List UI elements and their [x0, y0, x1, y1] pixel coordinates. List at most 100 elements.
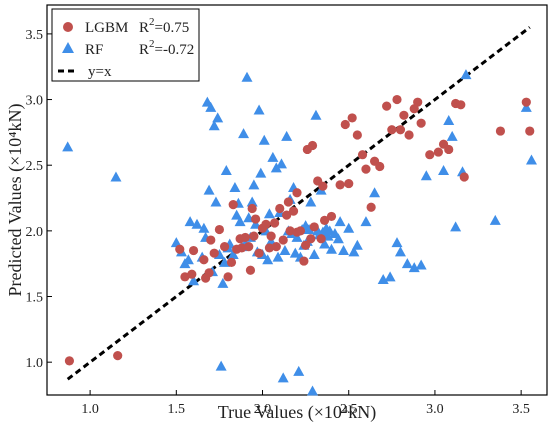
lgbm-point — [226, 257, 237, 267]
lgbm-point — [425, 150, 435, 160]
legend-lgbm-r2-sup: 2 — [149, 16, 155, 28]
rf-point — [303, 224, 315, 235]
lgbm-point — [219, 242, 230, 252]
rf-point — [267, 151, 279, 162]
lgbm-point — [347, 113, 357, 123]
rf-point — [238, 128, 250, 139]
lgbm-point — [244, 242, 254, 252]
rf-point — [308, 248, 320, 259]
x-axis-ticks: 1.0 1.5 2.0 2.5 3.0 3.5 — [81, 390, 530, 417]
rf-point — [293, 365, 305, 376]
lgbm-point — [187, 269, 197, 279]
rf-point — [338, 245, 350, 256]
legend-lgbm-r2-r: R — [139, 20, 149, 36]
rf-point — [420, 170, 432, 181]
rf-point — [443, 115, 455, 126]
lgbm-point — [399, 110, 409, 120]
rf-point — [415, 259, 427, 270]
lgbm-point — [240, 232, 250, 243]
lgbm-point — [188, 245, 199, 256]
lgbm-point — [525, 126, 535, 136]
lgbm-point — [214, 224, 225, 235]
legend-lgbm-marker — [63, 22, 73, 32]
lgbm-point — [64, 356, 75, 366]
rf-point — [401, 258, 413, 269]
lgbm-point — [495, 126, 506, 136]
reference-line-y-equals-x — [66, 26, 531, 381]
rf-point — [234, 216, 246, 227]
lgbm-point — [433, 147, 443, 157]
lgbm-point — [206, 235, 216, 245]
rf-point — [229, 182, 241, 193]
legend-rf-r2: R2=-0.72 — [139, 38, 194, 58]
lgbm-point — [316, 234, 326, 244]
lgbm-point — [318, 181, 328, 191]
rf-point — [262, 254, 274, 265]
lgbm-point — [456, 100, 466, 110]
legend-rf-r2-r: R — [139, 42, 149, 58]
rf-point — [325, 243, 337, 254]
lgbm-point — [223, 272, 233, 282]
y-tick-label: 1.5 — [26, 291, 44, 306]
x-tick-label: 1.5 — [168, 402, 186, 417]
legend-box — [51, 8, 200, 82]
rf-point — [215, 360, 227, 371]
rf-point — [203, 184, 215, 195]
lgbm-point — [282, 210, 292, 220]
lgbm-point — [344, 178, 354, 189]
lgbm-point — [249, 231, 259, 241]
lgbm-points-layer — [64, 94, 535, 366]
rf-point — [279, 245, 291, 256]
rf-point — [343, 222, 355, 233]
x-tick-label: 1.0 — [81, 402, 99, 417]
lgbm-point — [251, 214, 261, 224]
rf-point — [210, 196, 222, 207]
lgbm-point — [292, 188, 302, 198]
rf-point — [277, 372, 289, 383]
lgbm-point — [278, 235, 288, 245]
lgbm-point — [254, 248, 264, 258]
rf-point — [227, 248, 239, 259]
lgbm-point — [392, 94, 402, 105]
y-axis-ticks: 1.0 1.5 2.0 2.5 3.0 3.5 — [26, 28, 52, 371]
rf-point — [351, 239, 363, 250]
lgbm-point — [340, 119, 350, 130]
lgbm-point — [199, 255, 209, 265]
rf-point — [246, 196, 258, 207]
rf-point — [446, 130, 458, 141]
lgbm-point — [335, 180, 345, 190]
y-tick-label: 3.5 — [26, 28, 44, 43]
rf-point — [248, 179, 260, 190]
x-tick-label: 2.5 — [340, 402, 358, 417]
rf-point — [460, 69, 472, 80]
lgbm-point — [283, 197, 293, 207]
rf-point — [191, 218, 203, 229]
rf-point — [307, 385, 319, 396]
lgbm-point — [319, 215, 330, 225]
rf-point — [205, 101, 217, 112]
rf-point — [384, 271, 396, 282]
rf-point — [275, 158, 287, 169]
lgbm-point — [175, 244, 185, 254]
lgbm-point — [245, 265, 256, 275]
rf-point — [110, 171, 122, 182]
rf-point — [310, 109, 322, 120]
lgbm-point — [309, 222, 319, 232]
rf-point — [182, 254, 194, 265]
x-tick-label: 2.0 — [254, 402, 272, 417]
legend-rf-r2-sup: 2 — [149, 38, 155, 50]
rf-point — [332, 233, 344, 244]
y-tick-label: 2.0 — [26, 225, 44, 240]
rf-point — [319, 238, 331, 249]
lgbm-point — [404, 130, 414, 140]
lgbm-point — [306, 234, 316, 244]
rf-point — [220, 164, 232, 175]
lgbm-point — [361, 164, 371, 174]
lgbm-point — [180, 272, 190, 282]
x-tick-label: 3.5 — [512, 402, 530, 417]
lgbm-point — [444, 144, 454, 155]
rf-point — [263, 208, 275, 219]
rf-point — [258, 134, 270, 145]
plot-area-frame — [46, 4, 548, 396]
